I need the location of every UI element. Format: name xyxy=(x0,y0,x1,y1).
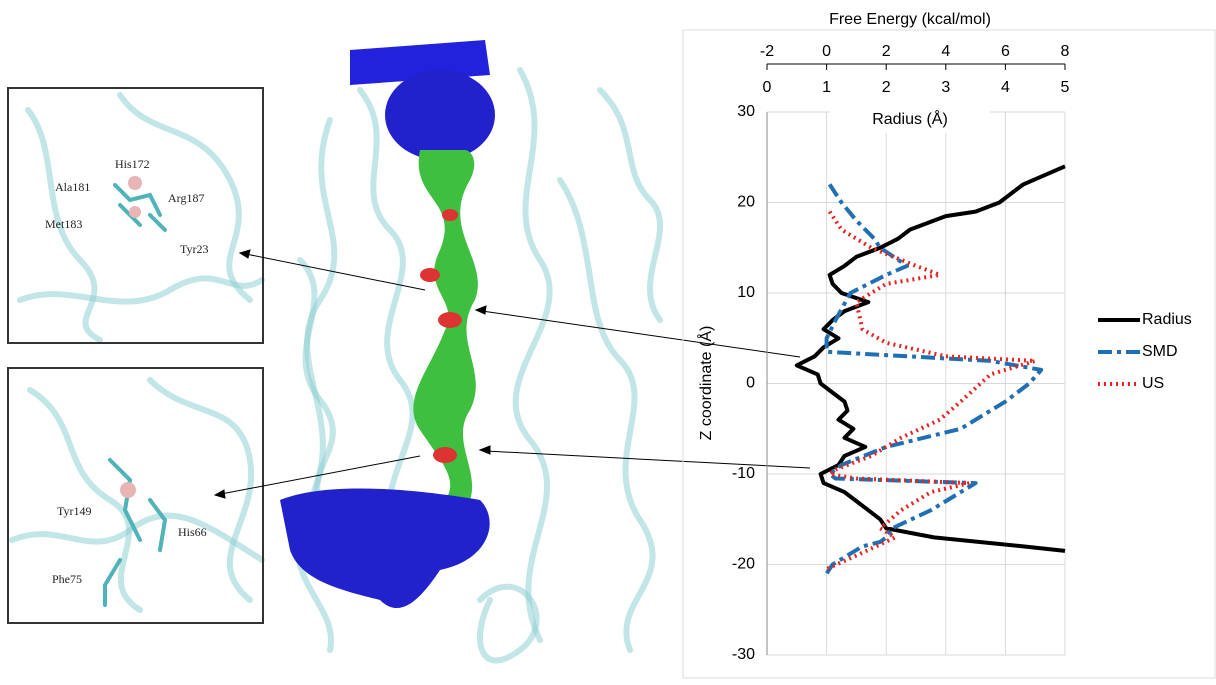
x-tick-label: 4 xyxy=(941,43,950,60)
residue-label: Ala181 xyxy=(55,180,90,194)
residue-label: His172 xyxy=(115,157,150,171)
residue-label: Tyr149 xyxy=(57,504,92,518)
inset-frame xyxy=(7,87,264,344)
x2-tick-label: 5 xyxy=(1061,79,1070,96)
residue-sticks xyxy=(103,176,168,607)
y-tick-label: 30 xyxy=(737,103,755,120)
series-line xyxy=(824,183,1044,575)
residue-label: Phe75 xyxy=(52,572,82,586)
x2-tick-label: 1 xyxy=(822,79,831,96)
y-tick-label: 0 xyxy=(746,375,755,392)
y-tick-label: -10 xyxy=(732,465,755,482)
residue-label: Tyr23 xyxy=(180,242,209,256)
x2-tick-label: 2 xyxy=(882,79,891,96)
protein-ribbons xyxy=(9,67,663,664)
x2-tick-label: 3 xyxy=(941,79,950,96)
x2-tick-label: 4 xyxy=(1001,79,1010,96)
x-axis-title: Free Energy (kcal/mol) xyxy=(829,11,991,28)
residue-label: His66 xyxy=(178,525,207,539)
legend-label: Radius xyxy=(1142,311,1192,328)
inset-frame xyxy=(7,367,264,624)
y-tick-label: -20 xyxy=(732,556,755,573)
tunnel xyxy=(280,40,495,609)
x2-axis-title: Radius (Å) xyxy=(872,109,948,128)
x-tick-label: 6 xyxy=(1001,43,1010,60)
x-tick-label: -2 xyxy=(760,43,774,60)
y-tick-label: 20 xyxy=(737,194,755,211)
y-tick-label: -30 xyxy=(732,646,755,663)
x2-tick-label: 0 xyxy=(763,79,772,96)
arrows xyxy=(213,249,811,499)
x-tick-label: 8 xyxy=(1061,43,1070,60)
residue-label: Met183 xyxy=(45,217,82,231)
series-line xyxy=(794,164,1066,553)
legend-label: SMD xyxy=(1142,343,1178,360)
legend-label: US xyxy=(1142,375,1164,392)
x-tick-label: 2 xyxy=(882,43,891,60)
y-tick-label: 10 xyxy=(737,284,755,301)
y-axis-title: Z coordinate (Å) xyxy=(696,326,715,441)
residue-label: Arg187 xyxy=(168,191,204,205)
series-line xyxy=(825,210,1038,571)
chart-frame xyxy=(682,29,1216,679)
x2-label-bg xyxy=(830,107,990,133)
x-tick-label: 0 xyxy=(822,43,831,60)
